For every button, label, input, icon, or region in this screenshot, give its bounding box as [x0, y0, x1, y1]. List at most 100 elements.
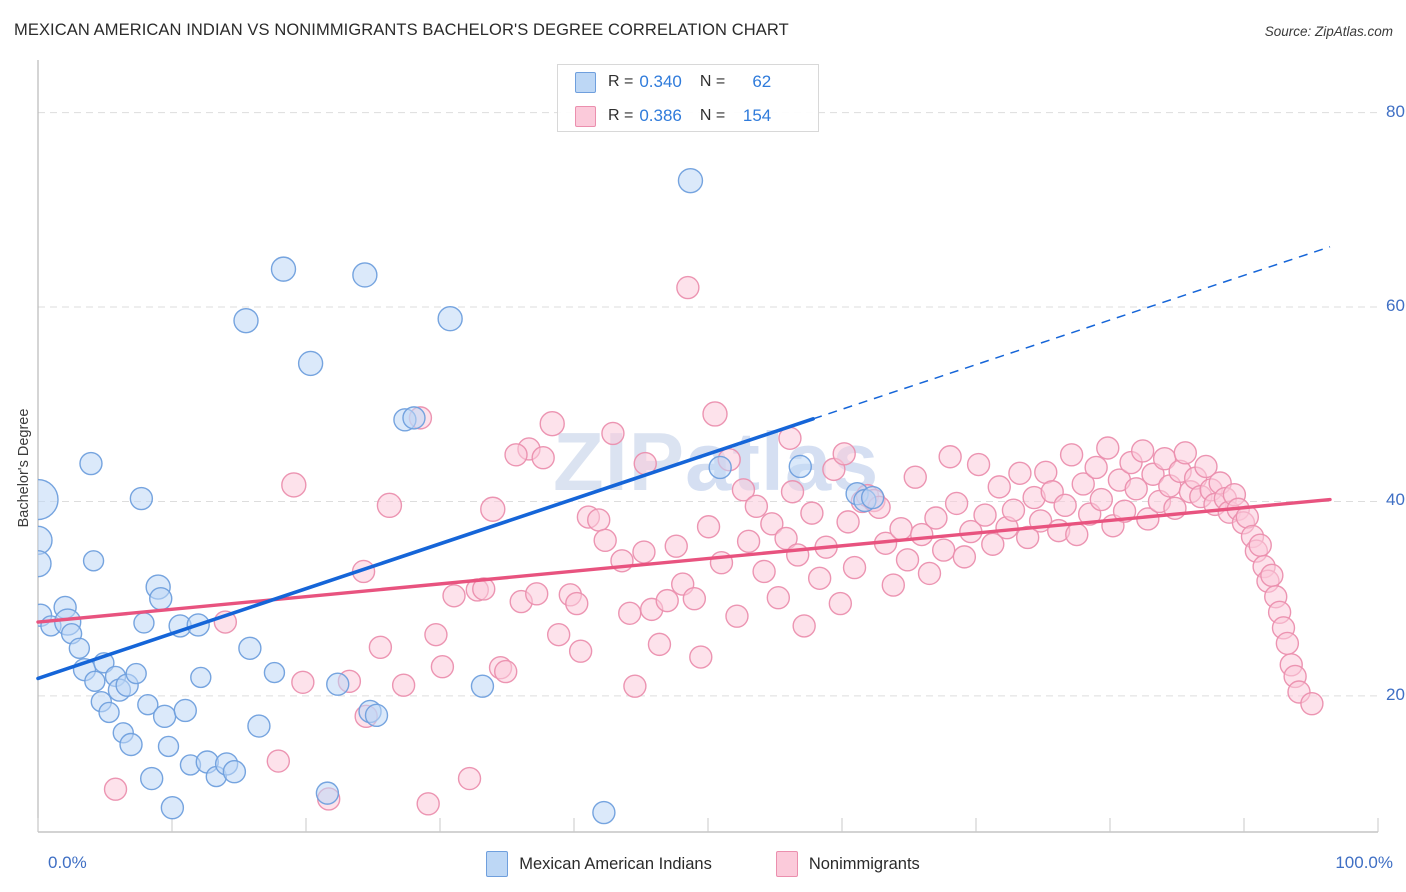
data-point [442, 584, 466, 608]
data-point [315, 781, 340, 805]
data-point [924, 506, 948, 530]
data-point [987, 475, 1011, 499]
legend-item-mexican-american-indians[interactable]: Mexican American Indians [486, 851, 712, 877]
n-label-pink: N = [699, 107, 726, 124]
data-point [744, 494, 769, 519]
series-swatch-mexican-american-indians [575, 71, 596, 93]
data-point [664, 534, 688, 558]
trendline-projection-mexican-american-indians [812, 246, 1331, 420]
data-point [860, 485, 885, 510]
data-point [364, 703, 389, 728]
data-point [752, 559, 776, 584]
data-point [917, 561, 942, 586]
data-point [903, 465, 927, 489]
data-point [546, 622, 571, 647]
data-point [1089, 487, 1114, 512]
correlation-stats-box: R = 0.340 N = 62 R = 0.386 N = 154 [557, 64, 819, 132]
legend-item-nonimmigrants[interactable]: Nonimmigrants [775, 851, 920, 877]
data-point [632, 540, 656, 564]
data-point [931, 538, 956, 562]
data-point [457, 766, 482, 791]
r-label-pink: R = [608, 107, 634, 124]
data-point [832, 442, 856, 466]
data-point [266, 749, 291, 773]
data-point [1130, 439, 1155, 463]
data-point [270, 256, 297, 282]
data-point [601, 421, 625, 446]
data-point [792, 614, 816, 638]
data-point [539, 410, 565, 437]
data-point [84, 670, 106, 693]
data-point [1260, 563, 1284, 588]
data-point [1084, 455, 1108, 480]
point-group-mexican-american-indians [38, 167, 885, 825]
data-point [119, 732, 143, 757]
data-point [129, 486, 154, 511]
data-point [895, 548, 920, 572]
trendline-mexican-american-indians [36, 417, 816, 681]
data-point [708, 455, 732, 480]
data-point [1194, 454, 1218, 479]
data-point [1015, 525, 1040, 550]
data-point [593, 528, 617, 553]
data-point [233, 307, 259, 334]
series-legend: Mexican American Indians Nonimmigrants [0, 851, 1406, 877]
data-point [731, 478, 756, 502]
n-value-blue: 62 [752, 72, 772, 91]
axis-lines [37, 60, 1379, 833]
r-value-blue: 0.340 [639, 72, 682, 91]
legend-swatch-pink [775, 851, 798, 877]
data-point [38, 549, 52, 578]
data-point [173, 698, 197, 723]
data-point [682, 586, 707, 611]
data-point [222, 760, 247, 784]
r-label-blue: R = [608, 73, 634, 90]
data-point [291, 670, 315, 694]
data-point [297, 350, 324, 377]
data-point [1124, 477, 1148, 501]
data-point [1275, 631, 1300, 656]
data-point [125, 662, 147, 685]
data-point [157, 735, 180, 758]
data-point [68, 637, 91, 659]
data-point [430, 655, 455, 679]
data-point [1065, 522, 1089, 547]
legend-swatch-blue [486, 851, 509, 877]
data-point [952, 545, 977, 569]
data-point [828, 591, 853, 616]
data-point [760, 512, 784, 536]
data-point [263, 661, 286, 684]
data-point [702, 401, 728, 427]
data-point [160, 795, 185, 820]
n-label-blue: N = [699, 73, 726, 90]
data-point [788, 454, 812, 479]
data-point [842, 555, 867, 580]
data-point [881, 573, 906, 597]
data-point [565, 591, 589, 616]
page-title: MEXICAN AMERICAN INDIAN VS NONIMMIGRANTS… [14, 21, 789, 39]
source-attribution: Source: ZipAtlas.com [1264, 24, 1393, 39]
data-point [424, 622, 448, 647]
data-point [966, 452, 991, 477]
data-point [725, 604, 749, 628]
data-point [133, 612, 155, 634]
legend-label-pink: Nonimmigrants [808, 854, 920, 873]
data-point [416, 792, 440, 816]
data-point [780, 480, 805, 504]
y-tick-label-60: 60.0% [1386, 296, 1406, 316]
data-point [1248, 533, 1272, 557]
data-point [981, 532, 1005, 556]
data-point [647, 632, 672, 657]
data-point [38, 525, 53, 556]
r-value-pink: 0.386 [639, 106, 682, 125]
data-point [676, 275, 700, 300]
trendline-nonimmigrants [36, 497, 1332, 624]
n-value-pink: 154 [742, 106, 772, 125]
data-point [38, 478, 59, 521]
data-point [368, 635, 393, 659]
data-point [592, 800, 616, 825]
data-point [247, 714, 271, 738]
data-point [807, 566, 832, 590]
x-axis-max-label: 100.0% [1335, 853, 1393, 872]
